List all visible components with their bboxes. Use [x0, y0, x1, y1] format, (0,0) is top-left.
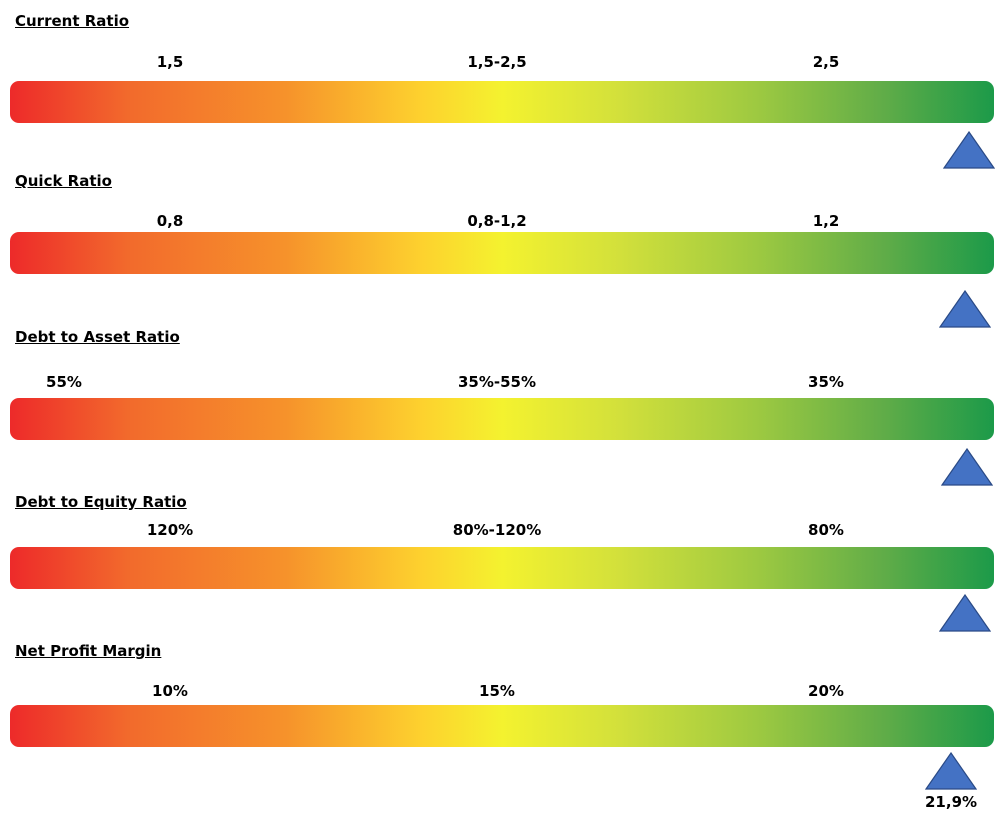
tick-label-high: 1,2	[812, 212, 840, 230]
indicator-value-label: 21,9%	[924, 793, 978, 811]
gauge-bar	[10, 547, 994, 589]
gauge-title: Quick Ratio	[15, 172, 112, 190]
tick-label-low: 0,8	[156, 212, 184, 230]
gauge-bar	[10, 705, 994, 747]
gauge-bar	[10, 232, 994, 274]
tick-label-high: 2,5	[812, 53, 840, 71]
indicator-triangle	[941, 448, 993, 486]
gauge-bar	[10, 81, 994, 123]
indicator-triangle	[943, 131, 995, 169]
tick-label-low: 10%	[152, 682, 188, 700]
gauge-title: Current Ratio	[15, 12, 130, 30]
gauge-title: Debt to Asset Ratio	[15, 328, 180, 346]
gauge-title: Net Profit Margin	[15, 642, 162, 660]
tick-label-low: 120%	[146, 521, 194, 539]
tick-label-high: 80%	[808, 521, 844, 539]
gauge-bar	[10, 398, 994, 440]
tick-label-mid: 15%	[479, 682, 515, 700]
tick-label-high: 20%	[808, 682, 844, 700]
indicator-triangle	[925, 752, 978, 790]
tick-label-low: 1,5	[156, 53, 184, 71]
tick-label-mid: 80%-120%	[452, 521, 542, 539]
tick-label-mid: 1,5-2,5	[467, 53, 527, 71]
tick-label-mid: 0,8-1,2	[467, 212, 527, 230]
indicator-triangle	[939, 594, 991, 632]
indicator-triangle	[939, 290, 991, 328]
tick-label-low: 55%	[46, 373, 82, 391]
tick-label-mid: 35%-55%	[457, 373, 537, 391]
gauge-title: Debt to Equity Ratio	[15, 493, 187, 511]
tick-label-high: 35%	[808, 373, 844, 391]
